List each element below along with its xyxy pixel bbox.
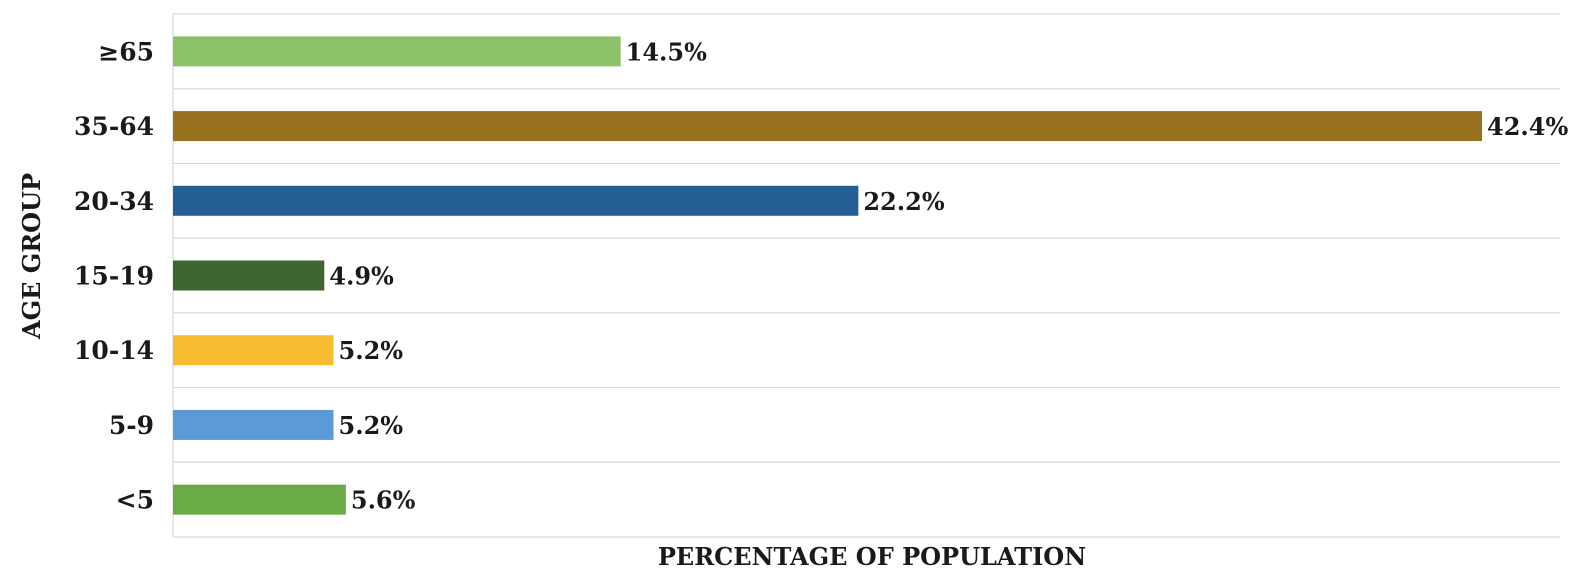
y-axis-title: AGE GROUP [17,173,46,340]
category-label: ≥65 [98,37,154,66]
category-label: 5-9 [109,411,154,440]
x-axis-title: PERCENTAGE OF POPULATION [658,542,1086,571]
category-label: 15-19 [74,262,154,291]
bar-2 [173,111,1482,142]
bar-1 [173,36,621,67]
bar-6 [173,409,334,440]
bar-4 [173,260,325,291]
category-label: 35-64 [74,112,154,141]
bars [173,36,1482,515]
category-label: 20-34 [74,187,154,216]
data-label: 5.6% [351,486,416,515]
bar-5 [173,335,334,366]
data-label: 22.2% [863,187,944,216]
data-label: 42.4% [1487,112,1568,141]
category-label: <5 [116,486,154,515]
labels: ≥65 14.5% 35-64 42.4% 20-34 22.2% 15-19 4.9% 10-… [74,37,1568,514]
grid-lines [172,13,1560,538]
category-label: 10-14 [74,336,154,365]
data-label: 4.9% [329,262,394,291]
data-label: 14.5% [626,37,707,66]
bar-7 [173,484,346,515]
data-label: 5.2% [339,336,404,365]
data-label: 5.2% [339,411,404,440]
bar-3 [173,185,859,216]
